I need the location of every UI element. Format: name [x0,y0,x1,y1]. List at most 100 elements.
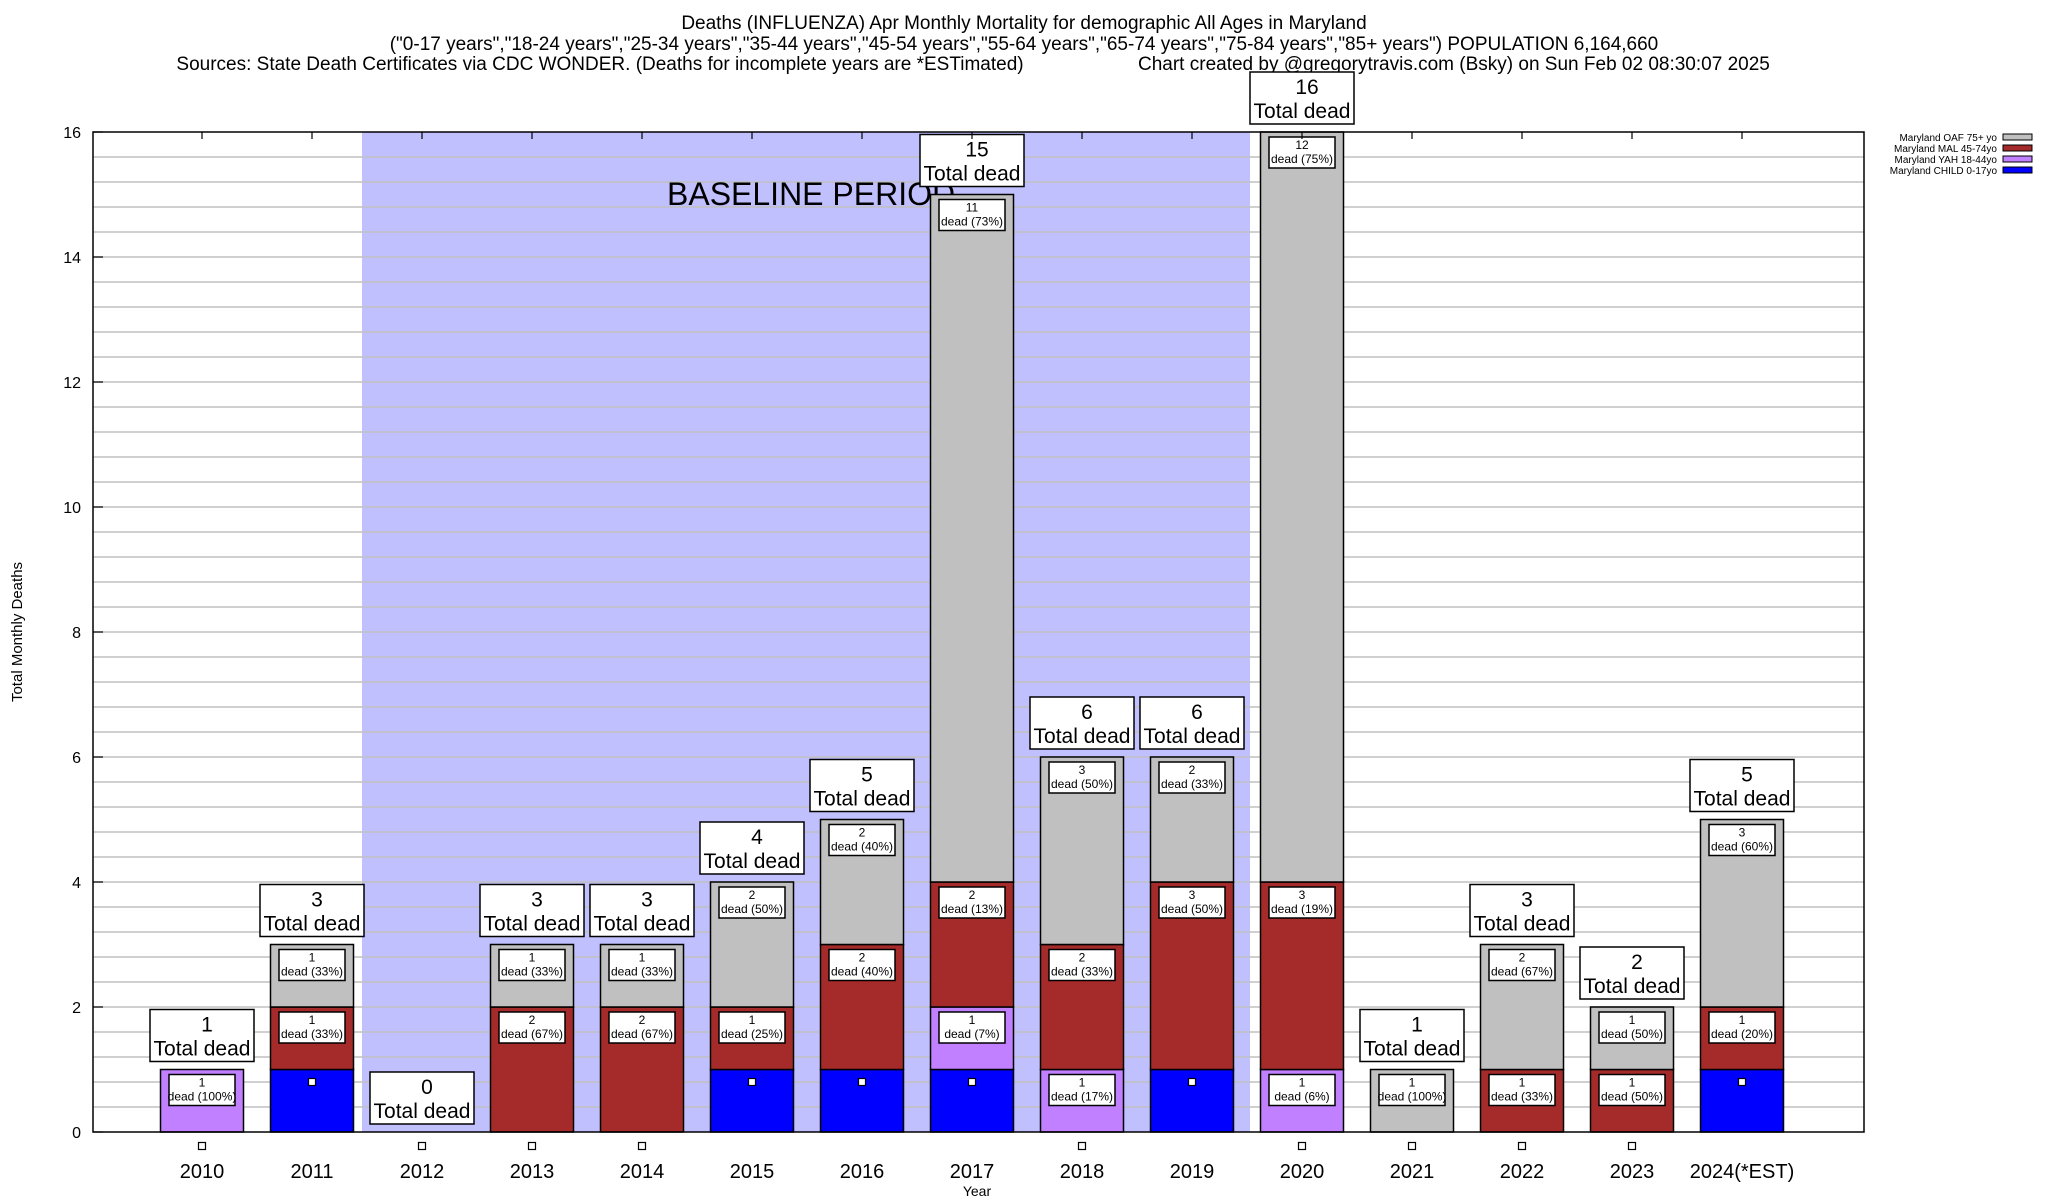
total-label-text: Total dead [1144,725,1241,748]
legend-swatch [2002,155,2033,163]
total-label-box [1139,696,1245,750]
segment-label-count: 1 [529,951,536,965]
segment-label-box [608,948,676,982]
total-label-text: Total dead [704,850,801,873]
total-label-count: 16 [1295,76,1318,99]
x-tick-label: 2022 [1500,1161,1545,1183]
child-marker [1737,1077,1747,1087]
x-axis-label: Year [963,1183,992,1199]
segment-label-box [1488,948,1556,982]
child-marker [967,1077,977,1087]
segment-label-percent: dead (33%) [1491,1090,1553,1104]
x-tick-label: 2011 [290,1161,333,1183]
x-tick-label: 2015 [730,1161,775,1183]
segment-label-percent: dead (67%) [1491,965,1553,979]
segment-label-percent: dead (40%) [831,840,893,854]
segment-label-count: 1 [1629,1076,1636,1090]
total-label-text: Total dead [1584,975,1681,998]
total-label-count: 3 [531,889,543,912]
child-marker [1407,1141,1417,1151]
total-label-count: 5 [1741,764,1753,787]
segment-label-percent: dead (60%) [1711,840,1773,854]
segment-label-count: 2 [969,888,976,902]
segment-label-count: 1 [199,1076,206,1090]
segment-label-count: 2 [639,1013,646,1027]
total-label-text: Total dead [374,1100,471,1123]
total-label-box [809,758,915,813]
segment-label-percent: dead (25%) [721,1027,783,1041]
segment-label-percent: dead (40%) [831,965,893,979]
segment-label-percent: dead (33%) [1051,965,1113,979]
segment-label-box [1488,1073,1556,1107]
total-label-box [1029,696,1135,750]
segment-label-percent: dead (50%) [1601,1090,1663,1104]
chart-credit: Chart created by @gregorytravis.com (Bsk… [1138,54,1770,75]
segment-label-count: 1 [309,951,316,965]
segment-label-count: 2 [859,951,866,965]
x-tick-label: 2023 [1610,1161,1655,1183]
x-tick-label: 2024(*EST) [1690,1161,1795,1183]
segment-label-box [828,823,896,857]
total-label-box [1249,71,1355,125]
segment-label-box [1708,1011,1776,1044]
total-label-count: 1 [1411,1014,1423,1037]
segment-label-count: 3 [1189,888,1196,902]
x-tick-label: 2021 [1390,1161,1435,1183]
legend-swatch [2002,133,2033,141]
x-tick-label: 2016 [840,1161,885,1183]
segment-label-box [718,1011,786,1044]
segment-label-count: 2 [1079,951,1086,965]
chart-subtitle: ("0-17 years","18-24 years","25-34 years… [389,34,1659,55]
legend-swatch [2002,144,2033,152]
segment-label-count: 2 [859,826,866,840]
segment-label-count: 1 [1629,1013,1636,1027]
legend-label: Maryland YAH 18-44yo [1895,155,1998,166]
segment-label-count: 2 [529,1013,536,1027]
total-label-box [1359,1008,1465,1063]
segment-label-count: 1 [1079,1076,1086,1090]
total-label-text: Total dead [1034,725,1131,748]
segment-label-percent: dead (73%) [941,215,1003,229]
segment-label-box [718,886,786,919]
total-label-count: 4 [751,826,763,849]
segment-label-count: 3 [1079,763,1086,777]
segment-label-count: 2 [749,888,756,902]
segment-label-percent: dead (33%) [281,1027,343,1041]
segment-label-box [278,948,346,982]
total-label-count: 0 [421,1076,433,1099]
x-tick-label: 2020 [1280,1161,1325,1183]
y-tick-label: 6 [72,750,81,767]
total-label-box [1689,758,1795,813]
child-marker [747,1077,757,1087]
segment-label-count: 1 [1519,1076,1526,1090]
segment-label-box [608,1011,676,1044]
y-tick-label: 10 [63,500,81,517]
y-tick-label: 12 [63,375,81,392]
segment-label-percent: dead (75%) [1271,152,1333,166]
legend-label: Maryland OAF 75+ yo [1899,133,1997,144]
segment-label-count: 12 [1295,138,1309,152]
segment-label-percent: dead (33%) [1161,777,1223,791]
child-marker [417,1141,427,1151]
segment-label-count: 2 [1189,763,1196,777]
segment-label-percent: dead (20%) [1711,1027,1773,1041]
y-axis-label: Total Monthly Deaths [9,562,26,702]
total-label-box [589,883,695,938]
segment-label-count: 1 [969,1013,976,1027]
segment-label-count: 3 [1299,888,1306,902]
segment-label-percent: dead (50%) [1161,902,1223,916]
child-marker [307,1077,317,1087]
segment-label-percent: dead (33%) [281,965,343,979]
baseline-annotation: BASELINE PERIOD [667,176,955,212]
segment-label-box [938,886,1006,919]
x-tick-label: 2014 [620,1161,665,1183]
segment-label-box [1268,886,1336,919]
segment-label-percent: dead (33%) [501,965,563,979]
total-label-box [259,883,365,938]
total-label-count: 1 [201,1014,213,1037]
chart-title: Deaths (INFLUENZA) Apr Monthly Mortality… [681,13,1367,34]
segment-label-percent: dead (13%) [941,902,1003,916]
segment-label-count: 11 [966,201,979,215]
segment-label-count: 3 [1739,826,1746,840]
segment-label-box [1158,761,1226,794]
